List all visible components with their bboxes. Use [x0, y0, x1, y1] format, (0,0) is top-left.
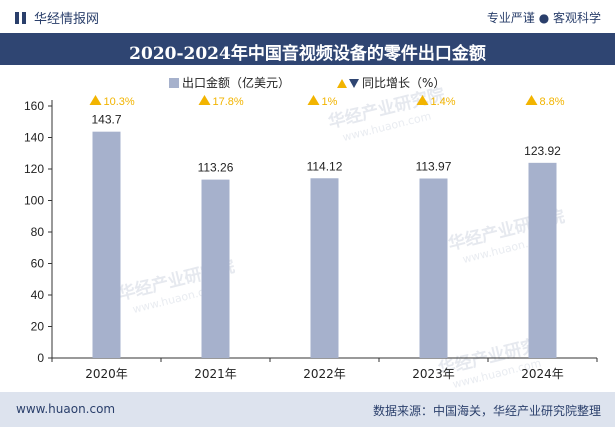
growth-label: 8.8% [540, 96, 565, 108]
chart-title: 2020-2024年中国音视频设备的零件出口金额 [129, 44, 486, 64]
brand: 华经情报网 [14, 8, 99, 27]
x-tick-label: 2023年 [412, 367, 455, 381]
x-tick-label: 2022年 [303, 367, 346, 381]
y-tick-label: 160 [24, 99, 44, 113]
footer-source: 数据来源：中国海关，华经产业研究院整理 [372, 404, 601, 418]
bar-value-label: 143.7 [91, 113, 121, 127]
bar [419, 178, 448, 358]
title-bar: 2020-2024年中国音视频设备的零件出口金额 [0, 33, 615, 65]
y-tick-label: 20 [31, 320, 45, 334]
growth-up-marker [198, 95, 211, 105]
y-tick-label: 140 [24, 131, 44, 145]
bar-value-label: 114.12 [307, 159, 343, 173]
growth-up-marker [525, 95, 538, 105]
y-tick-label: 60 [31, 257, 45, 271]
legend-bar-swatch [169, 78, 179, 88]
x-tick-label: 2021年 [194, 367, 237, 381]
bar [92, 131, 121, 358]
growth-label: 17.8% [213, 96, 244, 108]
brand-name: 华经情报网 [34, 12, 100, 27]
footer-site: www.huaon.com [16, 402, 116, 416]
legend-up-icon [337, 79, 347, 88]
growth-up-marker [89, 95, 102, 105]
growth-up-marker [416, 95, 429, 105]
bar [528, 162, 557, 358]
legend-down-icon [349, 79, 359, 88]
legend-bar-label: 出口金额（亿美元） [182, 75, 290, 90]
growth-label: 10.3% [104, 96, 135, 108]
y-tick-label: 0 [37, 351, 44, 365]
footer: www.huaon.com 数据来源：中国海关，华经产业研究院整理 [0, 392, 615, 427]
bar [310, 178, 339, 358]
x-tick-label: 2020年 [85, 367, 128, 381]
slogan: 专业严谨 ● 客观科学 [486, 11, 601, 25]
bar-value-label: 113.26 [198, 161, 234, 175]
growth-up-marker [307, 95, 320, 105]
growth-label: 1% [322, 96, 338, 108]
bar-value-label: 123.92 [524, 144, 561, 158]
bar [201, 179, 230, 358]
y-tick-label: 80 [31, 225, 45, 239]
y-tick-label: 120 [24, 162, 44, 176]
top-bar: 华经情报网 专业严谨 ● 客观科学 [0, 0, 615, 33]
y-tick-label: 100 [24, 194, 44, 208]
bar-value-label: 113.97 [416, 159, 452, 173]
y-tick-label: 40 [31, 288, 45, 302]
growth-label: 1.4% [431, 96, 456, 108]
legend-growth-label: 同比增长（%） [362, 76, 445, 90]
x-tick-label: 2024年 [521, 367, 564, 381]
brand-logo-icon [14, 11, 28, 25]
